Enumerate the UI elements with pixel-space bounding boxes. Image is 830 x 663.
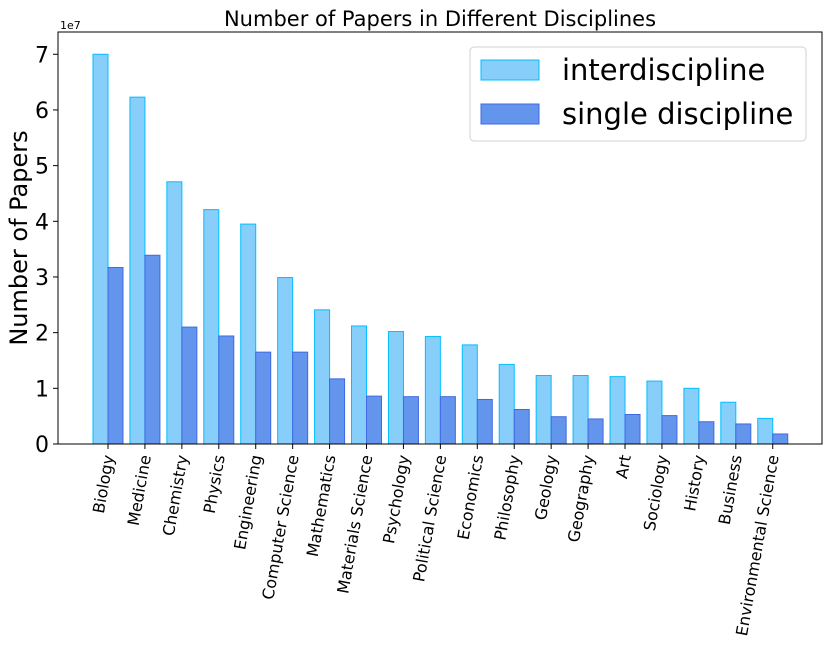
x-tick-label: Philosophy	[490, 453, 524, 541]
x-tick-label: History	[680, 453, 709, 512]
bar-single-chemistry	[181, 326, 198, 445]
chart-title: Number of Papers in Different Discipline…	[224, 7, 656, 31]
legend-label: interdiscipline	[562, 53, 765, 87]
bar-single-art	[624, 413, 641, 445]
y-tick-label: 4	[35, 210, 49, 235]
bar-interdiscipline-political-science	[424, 336, 441, 445]
bar-interdiscipline-mathematics	[314, 309, 331, 445]
bar-interdiscipline-history	[683, 387, 700, 445]
bar-interdiscipline-geography	[572, 375, 589, 445]
bar-interdiscipline-biology	[92, 53, 109, 445]
bar-interdiscipline-materials-science	[351, 325, 368, 445]
x-tick-label: Psychology	[379, 453, 413, 545]
y-tick-label: 6	[35, 99, 49, 124]
x-tick-label: Geology	[531, 453, 561, 521]
bar-interdiscipline-medicine	[129, 96, 146, 445]
x-tick-label: Chemistry	[159, 453, 192, 537]
bar-single-psychology	[402, 396, 419, 445]
y-tick-label: 7	[35, 43, 49, 68]
x-tick-label: Art	[612, 453, 635, 480]
bar-single-engineering	[255, 351, 272, 445]
bar-single-sociology	[661, 415, 678, 445]
bar-interdiscipline-business	[720, 401, 737, 445]
x-tick-label: Materials Science	[333, 453, 376, 595]
bar-single-environmental-science	[772, 433, 789, 445]
y-tick-label: 0	[35, 433, 49, 458]
bar-single-computer-science	[292, 351, 309, 445]
bar-single-geology	[550, 416, 567, 445]
legend-label: single discipline	[562, 97, 793, 131]
plot-frame	[57, 31, 823, 445]
bar-single-philosophy	[513, 408, 530, 445]
x-tick-label: Physics	[200, 453, 229, 515]
x-tick-label: Geography	[564, 453, 598, 543]
bar-single-medicine	[144, 254, 161, 445]
legend: interdiscipline single discipline	[469, 46, 807, 142]
x-tick-label: Mathematics	[303, 453, 340, 558]
bar-interdiscipline-physics	[203, 209, 220, 445]
x-tick-label: Computer Science	[258, 453, 302, 601]
bar-interdiscipline-economics	[461, 344, 478, 445]
bar-single-physics	[218, 335, 235, 445]
y-tick-label: 1	[35, 377, 49, 402]
bar-single-mathematics	[329, 378, 346, 445]
bar-interdiscipline-geology	[535, 375, 552, 445]
x-tick-label: Sociology	[640, 453, 672, 532]
bar-interdiscipline-engineering	[240, 223, 257, 445]
bar-single-biology	[107, 267, 124, 445]
bar-single-business	[735, 423, 752, 445]
bar-single-political-science	[439, 396, 456, 445]
bars-layer	[92, 53, 789, 445]
bar-interdiscipline-sociology	[646, 380, 663, 445]
x-tick-label: Engineering	[230, 453, 265, 551]
y-axis-label: Number of Papers	[5, 130, 33, 345]
bar-interdiscipline-psychology	[387, 331, 404, 445]
legend-swatch-interdiscipline	[480, 59, 540, 81]
y-axis-multiplier: 1e7	[60, 19, 81, 32]
x-axis-ticks: Biology Medicine Chemistry Physics Engineeri…	[89, 444, 783, 637]
y-tick-label: 5	[35, 155, 49, 180]
x-tick-label: Business	[715, 453, 746, 526]
x-tick-label: Economics	[454, 453, 488, 541]
bar-single-materials-science	[366, 395, 383, 445]
bar-interdiscipline-environmental-science	[757, 417, 774, 445]
bar-interdiscipline-chemistry	[166, 181, 183, 445]
bar-interdiscipline-computer-science	[277, 277, 294, 445]
x-tick-label: Biology	[89, 453, 118, 514]
y-tick-label: 3	[35, 266, 49, 291]
bar-interdiscipline-philosophy	[498, 363, 515, 445]
bar-single-geography	[587, 418, 604, 445]
legend-box	[469, 46, 807, 142]
legend-swatch-single	[480, 103, 540, 125]
bar-single-economics	[476, 398, 493, 445]
x-tick-label: Medicine	[124, 453, 155, 527]
y-axis-ticks: 0 1 2 3 4 5 6 7	[35, 43, 58, 458]
x-tick-label: Political Science	[409, 453, 450, 583]
y-tick-label: 2	[35, 322, 49, 347]
bar-single-history	[698, 421, 715, 445]
bar-interdiscipline-art	[609, 376, 626, 445]
